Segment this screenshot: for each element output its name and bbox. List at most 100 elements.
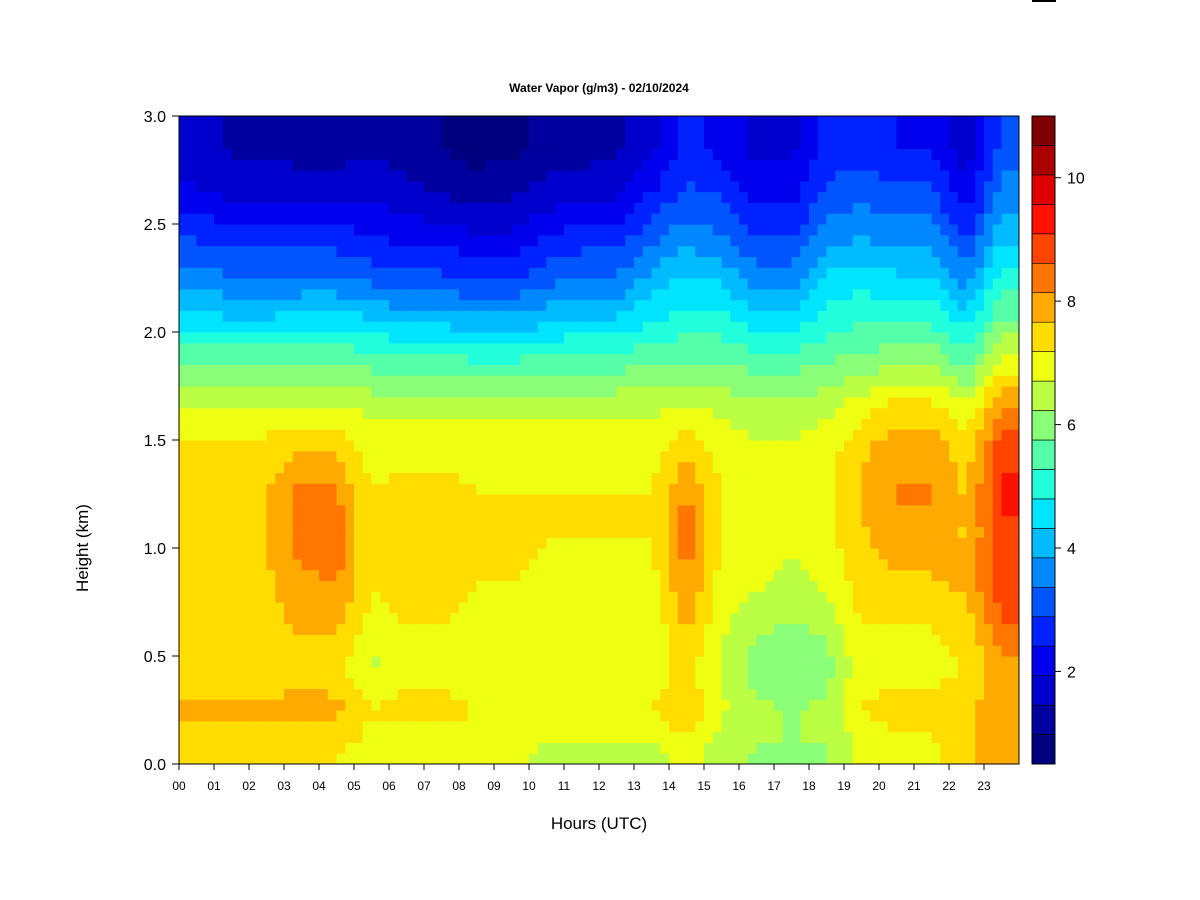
heatmap-cell (607, 245, 618, 257)
heatmap-cell (756, 256, 766, 268)
heatmap-cell (301, 418, 311, 430)
heatmap-cell (362, 137, 373, 149)
heatmap-cell (205, 558, 215, 571)
heatmap-cell (485, 612, 495, 625)
heatmap-cell (529, 418, 539, 430)
heatmap-cell (826, 429, 836, 441)
heatmap-cell (887, 364, 898, 376)
heatmap-cell (459, 558, 469, 571)
heatmap-cell (861, 483, 871, 495)
heatmap-cell (511, 483, 521, 495)
heatmap-cell (380, 126, 390, 139)
heatmap-cell (476, 504, 486, 517)
heatmap-cell (266, 580, 276, 592)
heatmap-cell (371, 126, 381, 139)
heatmap-cell (782, 342, 793, 355)
heatmap-cell (739, 645, 749, 657)
heatmap-cell (599, 213, 609, 225)
heatmap-cell (205, 116, 215, 128)
heatmap-cell (739, 342, 749, 355)
heatmap-cell (354, 580, 364, 592)
heatmap-cell (222, 148, 233, 160)
heatmap-cell (196, 418, 206, 430)
heatmap-cell (572, 429, 583, 441)
heatmap-cell (887, 256, 898, 268)
heatmap-cell (389, 180, 399, 193)
heatmap-cell (371, 472, 381, 484)
heatmap-cell (887, 666, 898, 679)
heatmap-cell (835, 418, 845, 430)
heatmap-cell (292, 710, 303, 722)
heatmap-cell (441, 461, 451, 473)
heatmap-cell (354, 515, 364, 527)
heatmap-cell (424, 386, 434, 398)
heatmap-cell (284, 710, 294, 722)
heatmap-cell (607, 450, 618, 463)
heatmap-cell (721, 332, 731, 344)
heatmap-cell (800, 612, 810, 625)
heatmap-cell (196, 494, 206, 506)
heatmap-cell (669, 310, 679, 322)
heatmap-cell (861, 386, 871, 398)
heatmap-cell (590, 180, 600, 193)
heatmap-cell (756, 440, 766, 452)
heatmap-cell (494, 396, 504, 409)
heatmap-cell (817, 278, 828, 290)
heatmap-cell (459, 731, 469, 743)
heatmap-cell (756, 191, 766, 203)
heatmap-cell (231, 245, 241, 257)
heatmap-cell (817, 720, 828, 733)
heatmap-cell (327, 267, 338, 279)
heatmap-cell (362, 645, 373, 657)
heatmap-cell (502, 666, 513, 679)
heatmap-cell (572, 666, 583, 679)
heatmap-cell (704, 548, 714, 560)
heatmap-cell (686, 418, 696, 430)
heatmap-cell (301, 353, 311, 365)
heatmap-cell (432, 126, 443, 139)
heatmap-cell (572, 645, 583, 657)
heatmap-cell (222, 137, 233, 149)
heatmap-cell (546, 310, 556, 322)
heatmap-cell (380, 677, 390, 689)
heatmap-cell (747, 288, 758, 301)
heatmap-cell (791, 213, 801, 225)
heatmap-cell (222, 461, 233, 473)
heatmap-cell (817, 137, 828, 149)
heatmap-cell (765, 396, 775, 409)
heatmap-cell (817, 364, 828, 376)
heatmap-cell (222, 504, 233, 517)
heatmap-cell (712, 699, 723, 711)
heatmap-cell (240, 472, 250, 484)
heatmap-cell (590, 288, 600, 301)
heatmap-cell (695, 515, 705, 527)
heatmap-cell (432, 256, 443, 268)
heatmap-cell (616, 375, 626, 387)
heatmap-cell (730, 677, 740, 689)
heatmap-cell (222, 288, 233, 301)
heatmap-cell (782, 710, 793, 722)
heatmap-cell (660, 180, 670, 193)
heatmap-cell (555, 375, 565, 387)
heatmap-cell (852, 602, 863, 614)
heatmap-cell (301, 537, 311, 549)
heatmap-cell (327, 137, 338, 149)
heatmap-cell (887, 645, 898, 657)
heatmap-cell (537, 342, 548, 355)
heatmap-cell (887, 245, 898, 257)
heatmap-cell (905, 677, 915, 689)
heatmap-cell (537, 126, 548, 139)
heatmap-cell (467, 386, 478, 398)
heatmap-cell (634, 558, 644, 571)
heatmap-cell (179, 299, 189, 311)
heatmap-cell (809, 342, 819, 355)
heatmap-cell (826, 483, 836, 495)
heatmap-cell (564, 742, 574, 754)
heatmap-cell (730, 418, 740, 430)
heatmap-cell (590, 504, 600, 517)
heatmap-cell (870, 213, 880, 225)
heatmap-cell (800, 515, 810, 527)
heatmap-cell (677, 494, 688, 506)
heatmap-cell (590, 321, 600, 333)
heatmap-cell (214, 450, 224, 463)
